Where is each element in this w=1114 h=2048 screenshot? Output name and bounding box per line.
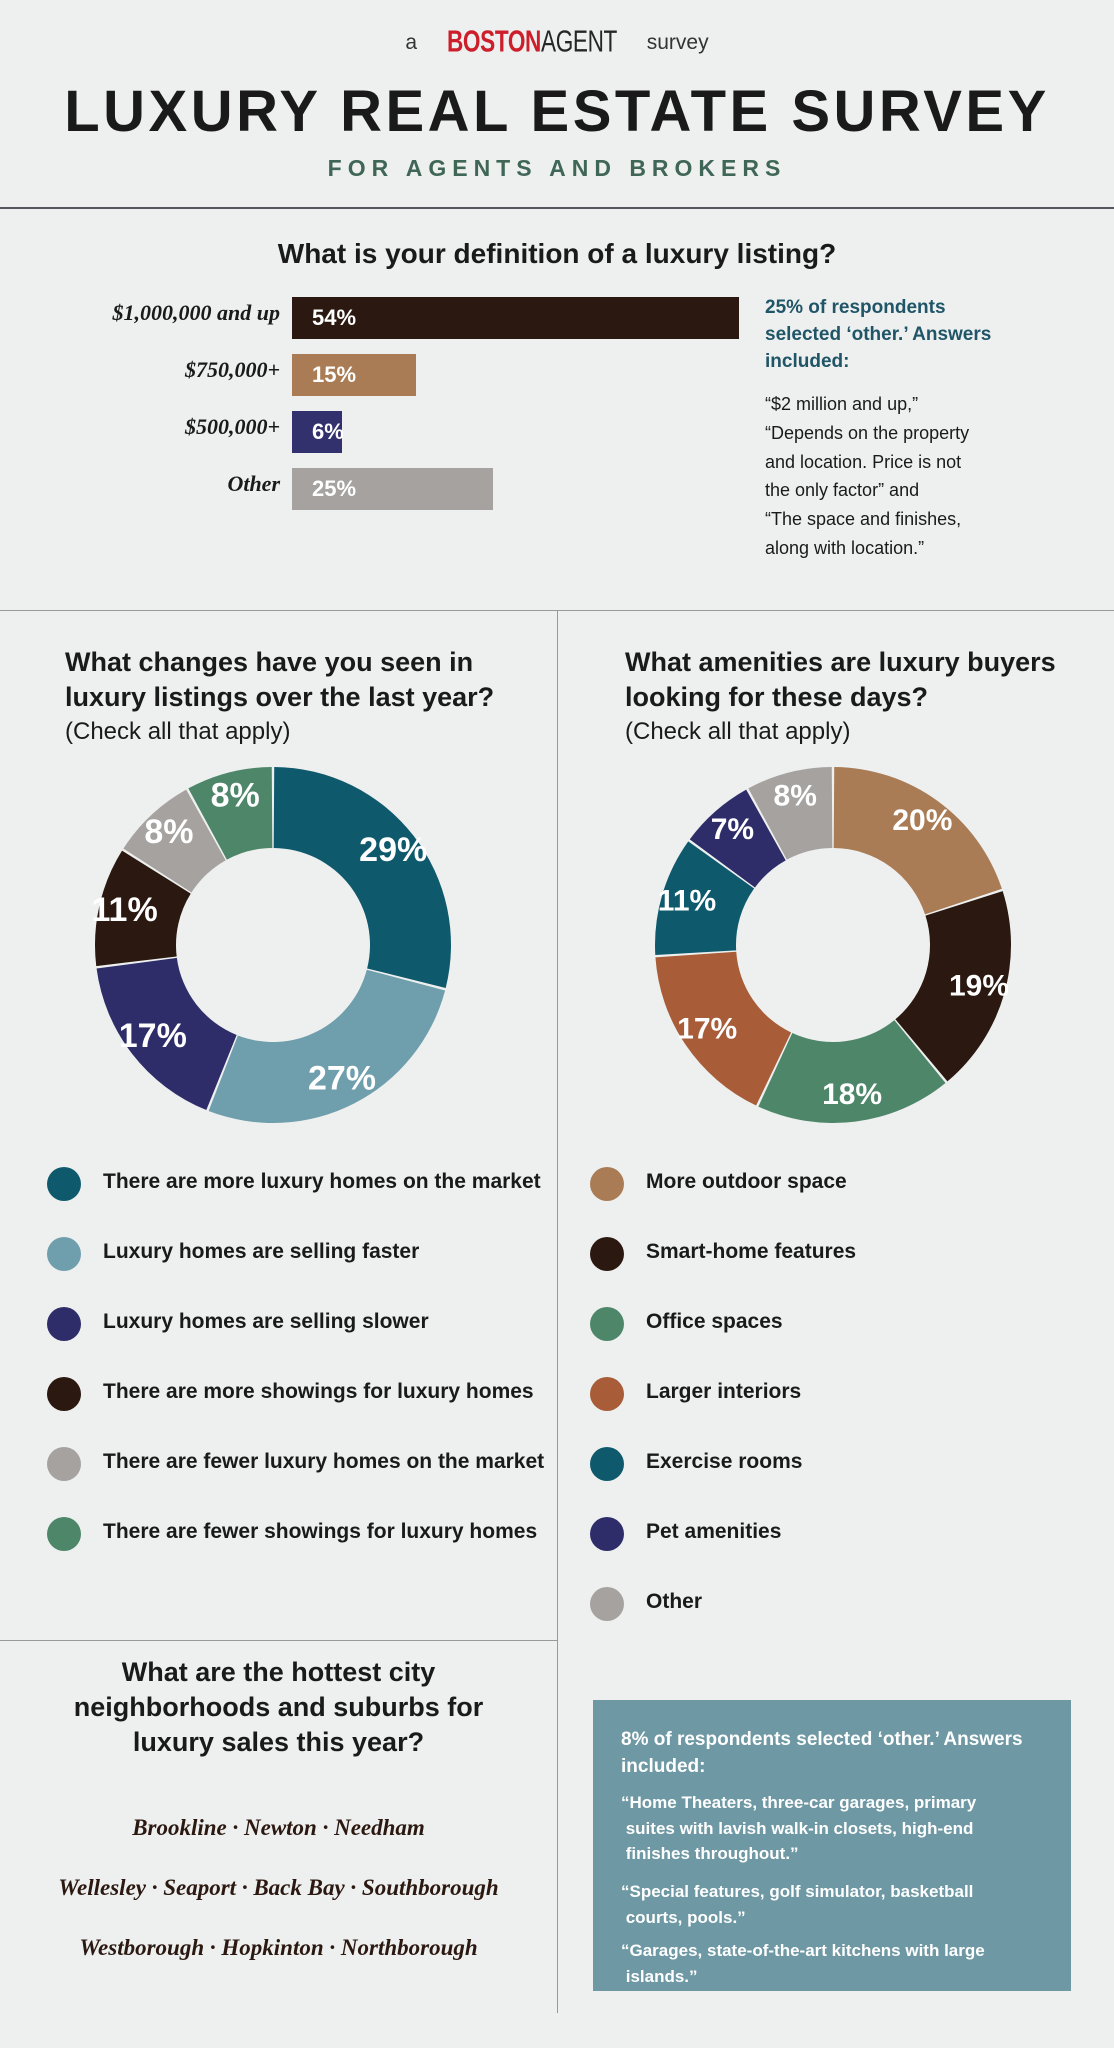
svg-text:8%: 8% [774,780,817,813]
svg-text:11%: 11% [658,885,716,918]
svg-text:17%: 17% [677,1012,737,1045]
svg-text:27%: 27% [308,1059,376,1097]
svg-text:17%: 17% [119,1017,187,1055]
svg-text:11%: 11% [92,891,158,929]
svg-text:8%: 8% [211,777,260,815]
svg-text:29%: 29% [359,831,427,869]
svg-text:8%: 8% [144,813,193,851]
svg-text:7%: 7% [711,813,754,846]
svg-text:18%: 18% [822,1078,882,1111]
svg-text:20%: 20% [892,804,952,837]
svg-text:19%: 19% [949,969,1009,1002]
